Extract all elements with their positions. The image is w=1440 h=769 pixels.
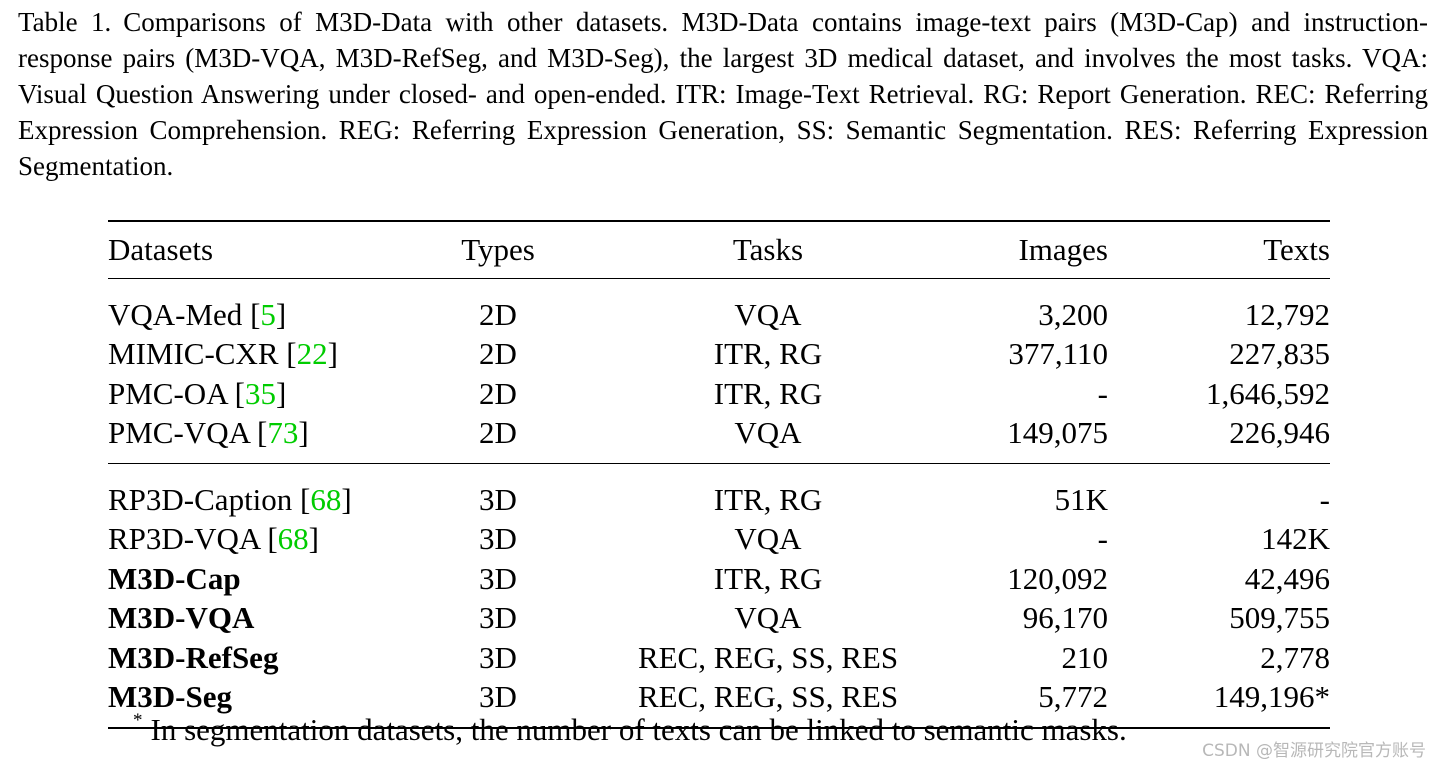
images-cell: 5,772 [1038,679,1108,715]
citation-link[interactable]: 22 [296,336,328,372]
images-cell: 51K [1054,481,1108,517]
tasks-cell: VQA [734,415,802,451]
dataset-name: MIMIC-CXR [108,336,279,372]
images-cell: 377,110 [1008,336,1108,372]
dataset-name-cell: M3D-VQA [108,599,408,639]
footnote-marker: * [133,710,143,731]
texts-cell: 2,778 [1260,639,1330,675]
citation-link[interactable]: 35 [244,375,276,411]
texts-cell: - [1319,481,1330,517]
type-cell: 3D [479,600,517,636]
table-header-row: Datasets Types Tasks Images Texts [108,221,1330,279]
type-cell: 2D [479,296,517,332]
tasks-cell: VQA [734,521,802,557]
tasks-cell: ITR, RG [713,375,823,411]
type-cell: 2D [479,336,517,372]
tasks-cell: ITR, RG [713,481,823,517]
table-row: M3D-RefSeg 3D REC, REG, SS, RES 210 2,77… [108,638,1330,678]
type-cell: 3D [479,639,517,675]
caption-text: Comparisons of M3D-Data with other datas… [18,7,1428,181]
dataset-name: M3D-VQA [108,600,255,636]
table-footnote: * In segmentation datasets, the number of… [133,710,1127,748]
header-datasets: Datasets [108,232,214,267]
table-row: MIMIC-CXR [22] 2D ITR, RG 377,110 227,83… [108,335,1330,375]
header-tasks: Tasks [732,232,804,267]
type-cell: 3D [479,679,517,715]
footnote-text: In segmentation datasets, the number of … [150,712,1127,747]
citation-link[interactable]: 5 [260,296,276,332]
dataset-name: M3D-Seg [108,679,232,715]
table-row: RP3D-Caption [68] 3D ITR, RG 51K - [108,464,1330,520]
csdn-watermark: CSDN @智源研究院官方账号 [1202,741,1426,761]
table-caption: Table 1. Comparisons of M3D-Data with oth… [18,4,1428,184]
citation-link[interactable]: 73 [267,415,299,451]
tasks-cell: VQA [734,296,802,332]
citation-link[interactable]: 68 [310,481,342,517]
texts-cell: 1,646,592 [1206,375,1330,411]
header-texts: Texts [1263,232,1330,267]
table-row: PMC-OA [35] 2D ITR, RG - 1,646,592 [108,374,1330,414]
dataset-name-cell: PMC-OA [35] [108,375,287,411]
tasks-cell: VQA [734,600,802,636]
tasks-cell: ITR, RG [713,560,823,596]
dataset-name: PMC-OA [108,375,227,411]
images-cell: - [1097,521,1108,557]
dataset-name: M3D-Cap [108,560,241,596]
images-cell: - [1097,375,1108,411]
table-row: M3D-VQA 3D VQA 96,170 509,755 [108,599,1330,639]
tasks-cell: REC, REG, SS, RES [637,639,899,675]
citation-link[interactable]: 68 [277,521,309,557]
table-group-3d: RP3D-Caption [68] 3D ITR, RG 51K - RP3D-… [108,464,1330,729]
table-row: M3D-Cap 3D ITR, RG 120,092 42,496 [108,559,1330,599]
dataset-name: RP3D-Caption [108,481,293,517]
texts-cell: 226,946 [1229,415,1330,451]
table-row: M3D-Seg 3D REC, REG, SS, RES 5,772 149,1… [108,678,1330,729]
tasks-cell: REC, REG, SS, RES [637,679,899,715]
tasks-cell: ITR, RG [713,336,823,372]
texts-cell: 149,196* [1213,679,1330,715]
comparison-table-container: Datasets Types Tasks Images Texts VQA-Me… [108,220,1330,729]
type-cell: 2D [479,415,517,451]
texts-cell: 509,755 [1229,600,1330,636]
table-row: PMC-VQA [73] 2D VQA 149,075 226,946 [108,414,1330,464]
table-label: Table 1. [18,7,112,37]
dataset-name-cell: RP3D-VQA [68] [108,521,319,557]
dataset-name: PMC-VQA [108,415,250,451]
dataset-name-cell: M3D-Cap [108,559,408,599]
table-group-2d: VQA-Med [5] 2D VQA 3,200 12,792 MIMIC-CX… [108,279,1330,464]
dataset-name: RP3D-VQA [108,521,260,557]
dataset-name-cell: M3D-Seg [108,678,408,729]
texts-cell: 42,496 [1244,560,1330,596]
dataset-name: M3D-RefSeg [108,639,279,675]
images-cell: 3,200 [1038,296,1108,332]
header-images: Images [1018,232,1108,267]
dataset-name-cell: RP3D-Caption [68] [108,481,352,517]
dataset-name-cell: PMC-VQA [73] [108,415,309,451]
images-cell: 120,092 [1007,560,1108,596]
images-cell: 210 [1061,639,1109,675]
dataset-name-cell: MIMIC-CXR [22] [108,336,338,372]
type-cell: 3D [479,560,517,596]
header-types: Types [461,232,535,267]
type-cell: 3D [479,521,517,557]
texts-cell: 227,835 [1229,336,1330,372]
images-cell: 149,075 [1007,415,1108,451]
dataset-name-cell: M3D-RefSeg [108,638,408,678]
images-cell: 96,170 [1022,600,1108,636]
table-row: VQA-Med [5] 2D VQA 3,200 12,792 [108,279,1330,335]
type-cell: 2D [479,375,517,411]
table-row: RP3D-VQA [68] 3D VQA - 142K [108,520,1330,560]
texts-cell: 12,792 [1244,296,1330,332]
dataset-name-cell: VQA-Med [5] [108,296,287,332]
texts-cell: 142K [1261,521,1330,557]
dataset-name: VQA-Med [108,296,243,332]
comparison-table: Datasets Types Tasks Images Texts VQA-Me… [108,220,1330,729]
type-cell: 3D [479,481,517,517]
